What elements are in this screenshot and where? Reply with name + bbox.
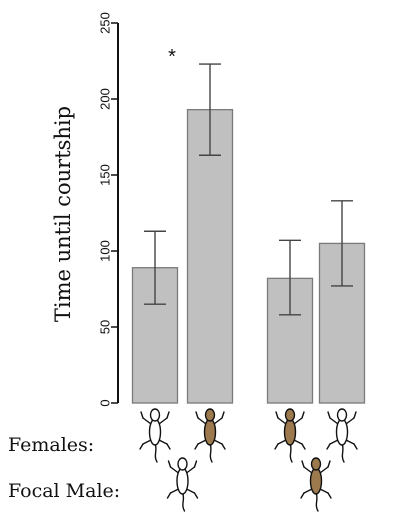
y-tick-label: 100 — [98, 240, 113, 262]
significance-star: * — [168, 46, 176, 68]
y-tick-label: 50 — [98, 320, 113, 334]
focal-male-row-label: Focal Male: — [8, 480, 121, 502]
annotations-group: * — [168, 46, 176, 68]
female-white-lizard-icon — [139, 408, 171, 463]
y-tick-label: 0 — [98, 399, 113, 406]
female-brown-lizard-icon — [274, 408, 306, 463]
female-brown-lizard-icon — [194, 408, 226, 463]
error-bars-group — [144, 63, 353, 316]
bars-group — [131, 108, 366, 404]
focal-male-brown-lizard-icon — [300, 457, 332, 512]
y-tick-label: 250 — [98, 12, 113, 34]
y-tick-label: 200 — [98, 88, 113, 110]
female-white-lizard-icon — [326, 408, 358, 463]
lizard-icons-group — [139, 408, 358, 512]
females-row-label: Females: — [8, 434, 95, 456]
y-axis: 0 50 100 150 200 250 — [98, 12, 119, 407]
focal-male-white-lizard-icon — [166, 457, 199, 512]
y-tick-label: 150 — [98, 164, 113, 186]
y-axis-label: Time until courtship — [51, 106, 75, 322]
bar — [186, 108, 234, 404]
